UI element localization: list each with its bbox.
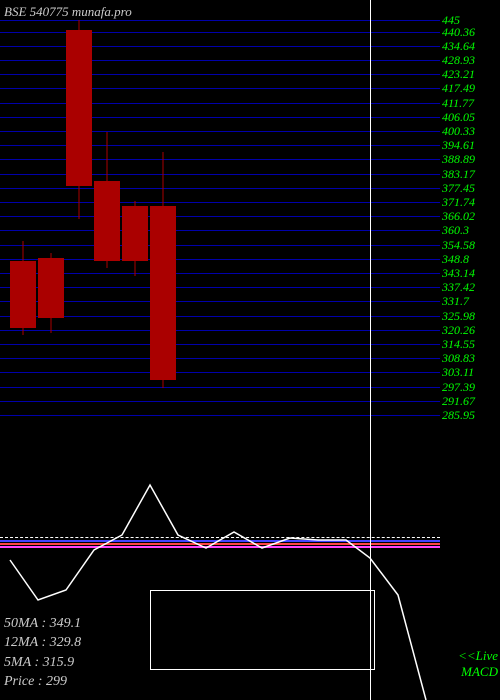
price-label: Price : 299	[4, 672, 81, 692]
ma50-label: 50MA : 349.1	[4, 614, 81, 634]
live-label: <<Live	[458, 648, 498, 664]
ma12-label: 12MA : 329.8	[4, 633, 81, 653]
indicator-box	[150, 590, 375, 670]
info-box: 50MA : 349.1 12MA : 329.8 5MA : 315.9 Pr…	[4, 614, 81, 692]
chart-header: BSE 540775 munafa.pro	[4, 4, 132, 20]
ma5-label: 5MA : 315.9	[4, 653, 81, 673]
cursor-vertical-line	[370, 0, 371, 700]
macd-label: MACD	[461, 664, 498, 680]
price-chart	[0, 20, 440, 440]
price-axis-labels: 445440.36434.64428.93423.21417.49411.774…	[442, 20, 500, 440]
